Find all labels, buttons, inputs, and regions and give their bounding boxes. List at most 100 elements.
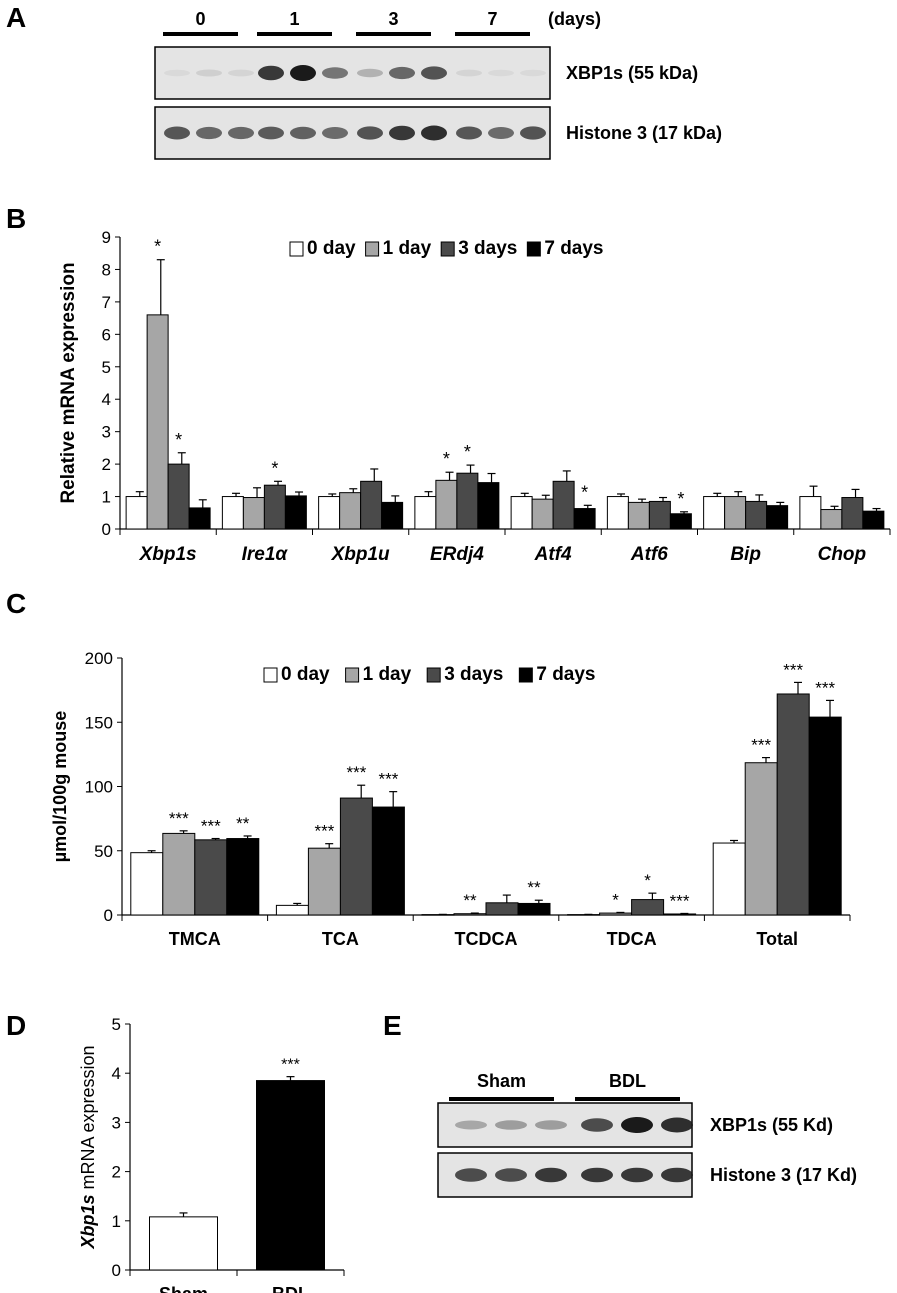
bar: [820, 509, 843, 530]
blot-band: [357, 126, 383, 140]
y-tick-label: 0: [104, 906, 113, 925]
blot-band: [520, 69, 546, 77]
bar: [606, 496, 629, 530]
legend-swatch: [426, 667, 441, 683]
blot-group-bar: [257, 32, 332, 36]
category-label: TDCA: [607, 929, 657, 949]
legend-swatch: [289, 241, 304, 257]
bar: [552, 480, 575, 530]
blot-group-label: Sham: [477, 1071, 526, 1091]
legend-label: 3 days: [458, 238, 517, 259]
category-label: TMCA: [169, 929, 221, 949]
blot-band: [228, 69, 254, 77]
blot-band: [581, 1167, 613, 1183]
y-tick-label: 3: [102, 423, 111, 442]
bar: [766, 505, 789, 530]
blot-band: [389, 125, 415, 141]
blot-band: [290, 126, 316, 140]
bar: [318, 496, 341, 530]
y-tick-label: 9: [102, 228, 111, 247]
bar: [663, 913, 697, 916]
significance-marker: *: [644, 871, 651, 890]
bar: [531, 498, 554, 530]
category-label: TCA: [322, 929, 359, 949]
bar: [360, 480, 383, 530]
y-tick-label: 2: [112, 1163, 121, 1182]
blot-group-label: BDL: [609, 1071, 646, 1091]
legend-swatch: [365, 241, 380, 257]
significance-marker: **: [527, 878, 541, 897]
bar: [517, 902, 551, 916]
bar: [724, 496, 747, 530]
y-tick-label: 0: [112, 1261, 121, 1280]
legend-label: 3 days: [444, 664, 503, 685]
significance-marker: *: [464, 442, 471, 462]
y-tick-label: 5: [112, 1015, 121, 1034]
blot-group-bar: [163, 32, 238, 36]
category-label: Chop: [818, 544, 867, 565]
blot-band: [488, 69, 514, 77]
y-axis-label: Relative mRNA expression: [58, 262, 79, 503]
blot-protein-label: Histone 3 (17 Kd): [710, 1165, 857, 1185]
bar: [627, 501, 650, 530]
bar: [162, 832, 196, 916]
bar: [477, 482, 500, 530]
legend-swatch: [518, 667, 533, 683]
bar: [799, 496, 822, 530]
blot-group-label: 3: [388, 9, 398, 29]
legend-label: 1 day: [363, 664, 412, 685]
bar: [263, 484, 286, 530]
blot-protein-label: XBP1s (55 Kd): [710, 1115, 833, 1135]
bar: [226, 838, 260, 916]
panel-letter-b: B: [6, 203, 27, 234]
bar: [284, 495, 307, 530]
y-tick-label: 1: [102, 488, 111, 507]
blot-band: [520, 126, 546, 140]
blot-protein-label: Histone 3 (17 kDa): [566, 123, 722, 143]
y-axis-label: Xbp1s mRNA expression: [78, 1045, 98, 1249]
bar: [599, 912, 633, 916]
y-tick-label: 1: [112, 1212, 121, 1231]
blot-band: [228, 126, 254, 140]
blot-band: [456, 126, 482, 140]
category-label: Xbp1u: [331, 544, 390, 565]
bar: [307, 847, 341, 916]
bar: [125, 496, 148, 530]
blot-group-bar: [449, 1097, 554, 1101]
legend-swatch: [440, 241, 455, 257]
legend-label: 7 days: [544, 238, 603, 259]
bar: [421, 914, 455, 916]
significance-marker: ***: [815, 678, 835, 697]
blot-band: [389, 66, 415, 80]
bar: [573, 508, 596, 530]
legend-label: 7 days: [536, 664, 595, 685]
significance-marker: ***: [314, 822, 334, 841]
blot-band: [581, 1118, 613, 1132]
bar: [703, 496, 726, 530]
bar: [414, 496, 437, 530]
y-tick-label: 3: [112, 1113, 121, 1132]
blot-band: [535, 1167, 567, 1183]
blot-group-bar: [575, 1097, 680, 1101]
significance-marker: *: [581, 482, 588, 502]
y-tick-label: 150: [85, 713, 113, 732]
bar: [862, 510, 885, 530]
significance-marker: ***: [346, 763, 366, 782]
category-label: TCDCA: [455, 929, 518, 949]
y-tick-label: 0: [102, 520, 111, 539]
bar: [776, 693, 810, 916]
blot-band: [495, 1120, 527, 1130]
blot-group-bar: [356, 32, 431, 36]
category-label: Bip: [730, 544, 761, 565]
blot-band: [196, 126, 222, 140]
significance-marker: ***: [281, 1057, 300, 1074]
category-label: ERdj4: [430, 544, 484, 565]
panel-letter-a: A: [6, 2, 27, 33]
bar: [381, 501, 404, 530]
bar: [453, 913, 487, 916]
blot-group-label: 0: [195, 9, 205, 29]
legend-swatch: [345, 667, 360, 683]
blot-band: [535, 1120, 567, 1130]
y-tick-label: 8: [102, 260, 111, 279]
